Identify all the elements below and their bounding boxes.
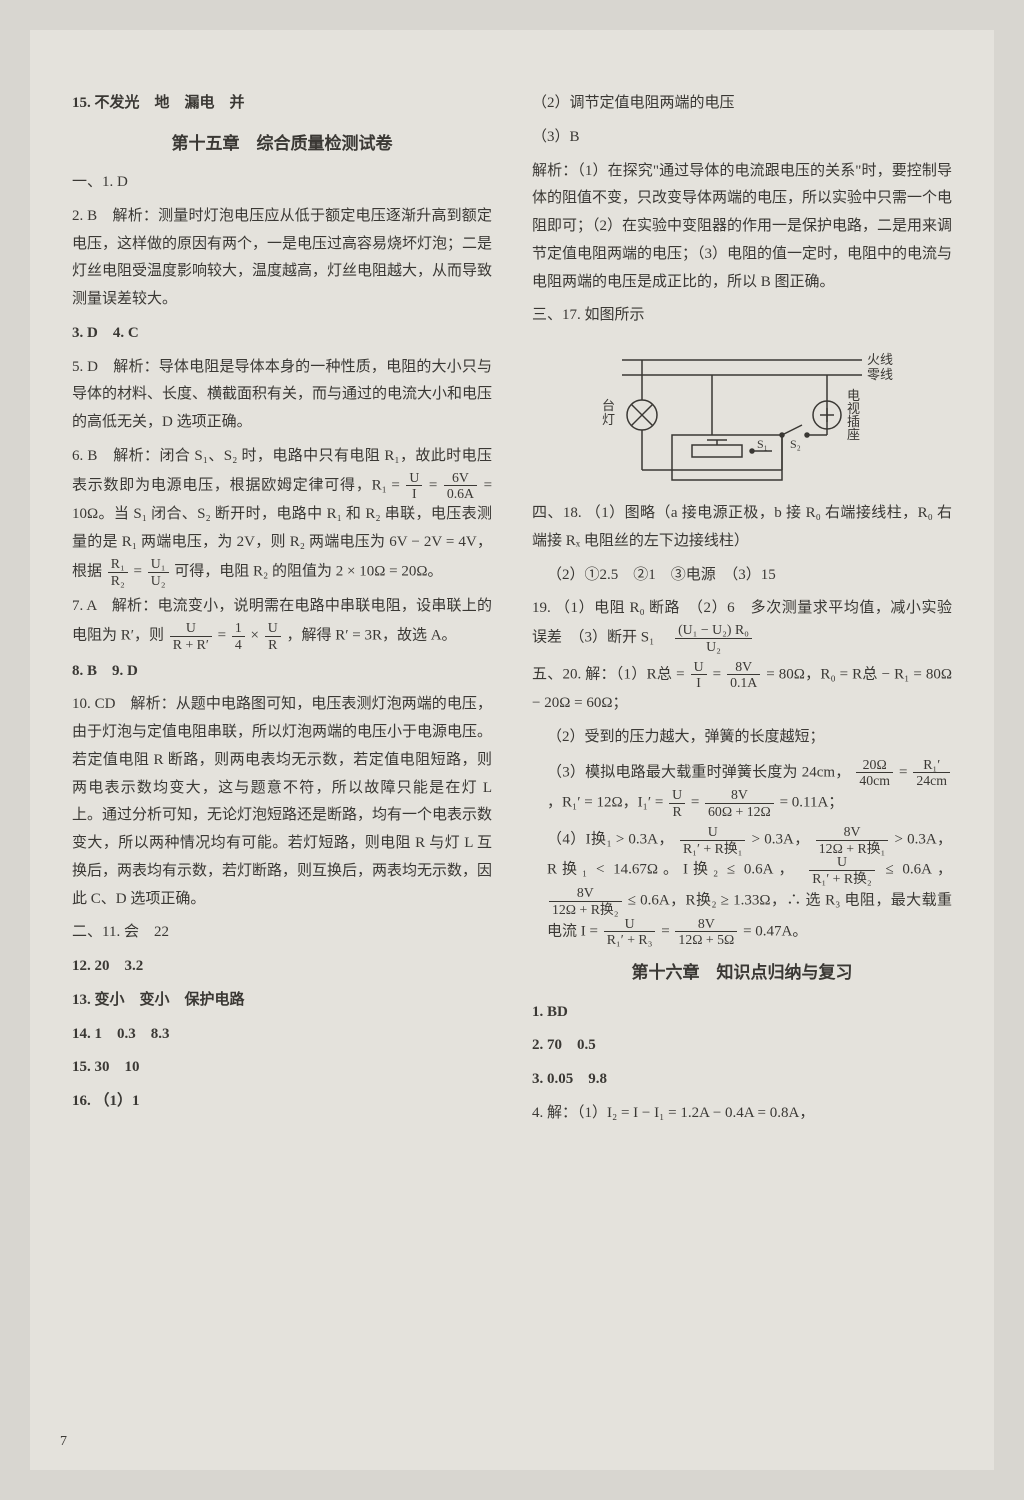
q7d: ，解得 R′ = 3R，故选 A。 bbox=[286, 628, 456, 644]
label-fire: 火线 bbox=[867, 352, 893, 367]
q20h: = bbox=[691, 795, 703, 811]
frac-u1u2: U₁U₂ bbox=[148, 557, 169, 588]
chapter16-title: 第十六章 知识点归纳与复习 bbox=[532, 957, 952, 988]
q7c: × bbox=[251, 628, 263, 644]
q6e: 可得，电阻 R₂ 的阻值为 2 × 10Ω = 20Ω。 bbox=[174, 564, 442, 580]
label-lamp: 台灯 bbox=[602, 398, 615, 427]
q20b: = bbox=[713, 666, 725, 682]
frac-u-i: UI bbox=[406, 471, 422, 502]
r3: 3. 0.05 9.8 bbox=[532, 1066, 952, 1094]
q20g: ，R₁′ = 12Ω，I₁′ = bbox=[547, 795, 667, 811]
frac-q7-1: UR + R′ bbox=[170, 621, 212, 652]
q20o: = bbox=[661, 923, 673, 939]
q20f: = bbox=[899, 764, 911, 780]
q15b: 15. 30 10 bbox=[72, 1054, 492, 1082]
frac-20-2: 8V0.1A bbox=[727, 660, 760, 691]
r1: 1. BD bbox=[532, 999, 952, 1027]
frac-q7-2: 14 bbox=[232, 621, 245, 652]
r2: 2. 70 0.5 bbox=[532, 1032, 952, 1060]
q10: 10. CD 解析：从题中电路图可知，电压表测灯泡两端的电压，由于灯泡与定值电阻… bbox=[72, 691, 492, 913]
q13: 13. 变小 变小 保护电路 bbox=[72, 987, 492, 1015]
frac-20-11: UR₁′ + R₃ bbox=[604, 917, 656, 948]
page-container: 15. 不发光 地 漏电 并 第十五章 综合质量检测试卷 一、1. D 2. B… bbox=[30, 30, 994, 1470]
label-neutral: 零线 bbox=[867, 367, 893, 382]
frac-20-6: 8V60Ω + 12Ω bbox=[705, 788, 774, 819]
q6d: = bbox=[134, 564, 146, 580]
q14: 14. 1 0.3 8.3 bbox=[72, 1021, 492, 1049]
q20a: 五、20. 解：（1）R总 = bbox=[532, 666, 689, 682]
right-column: （2）调节定值电阻两端的电压 （3）B 解析：（1）在探究"通过导体的电流跟电压… bbox=[512, 90, 964, 1440]
q20k: > 0.3A， bbox=[752, 832, 810, 848]
frac-20-8: 8V12Ω + R换₁ bbox=[816, 825, 889, 856]
left-column: 15. 不发光 地 漏电 并 第十五章 综合质量检测试卷 一、1. D 2. B… bbox=[60, 90, 512, 1440]
q5: 5. D 解析：导体电阻是导体本身的一种性质，电阻的大小只与导体的材料、长度、横… bbox=[72, 354, 492, 437]
q18b: （2）①2.5 ②1 ③电源 （3）15 bbox=[532, 562, 952, 590]
q16: 16. （1）1 bbox=[72, 1088, 492, 1116]
circuit-diagram: 火线 零线 台灯 电视插座 S₁ S₂ bbox=[582, 340, 902, 490]
q3: 3. D 4. C bbox=[72, 320, 492, 348]
frac-q19: (U₁ − U₂) R₀U₂ bbox=[675, 623, 752, 654]
frac-20-1: UI bbox=[691, 660, 707, 691]
label-socket: 电视插座 bbox=[847, 388, 860, 442]
q15: 15. 不发光 地 漏电 并 bbox=[72, 90, 492, 118]
q7: 7. A 解析：电流变小，说明需在电路中串联电阻，设串联上的电阻为 R′，则 U… bbox=[72, 593, 492, 651]
frac-20-10: 8V12Ω + R换₂ bbox=[549, 886, 622, 917]
chapter15-title: 第十五章 综合质量检测试卷 bbox=[72, 128, 492, 159]
q20m: ≤ 0.6A， bbox=[885, 862, 952, 878]
q16c: （3）B bbox=[532, 124, 952, 152]
frac-20-4: R₁′24cm bbox=[913, 758, 950, 789]
q6: 6. B 解析：闭合 S₁、S₂ 时，电路中只有电阻 R₁，故此时电压表示数即为… bbox=[72, 443, 492, 587]
q20-4: （4）I换₁ > 0.3A， UR₁′ + R换₁ > 0.3A， 8V12Ω … bbox=[532, 825, 952, 947]
page-number: 7 bbox=[60, 1434, 67, 1450]
q20-1: 五、20. 解：（1）R总 = UI = 8V0.1A = 80Ω，R₀ = R… bbox=[532, 660, 952, 718]
label-s1: S₁ bbox=[757, 437, 768, 451]
q18a: 四、18. （1）图略（a 接电源正极，b 接 R₀ 右端接线柱，R₀ 右端接 … bbox=[532, 500, 952, 556]
frac-20-9: UR₁′ + R换₂ bbox=[809, 855, 875, 886]
q20d: （2）受到的压力越大，弹簧的长度越短； bbox=[532, 724, 952, 752]
q2: 2. B 解析：测量时灯泡电压应从低于额定电压逐渐升高到额定电压，这样做的原因有… bbox=[72, 203, 492, 314]
q20e: （3）模拟电路最大载重时弹簧长度为 24cm， bbox=[547, 764, 850, 780]
q20p: = 0.47A。 bbox=[743, 923, 807, 939]
q20j: （4）I换₁ > 0.3A， bbox=[547, 832, 674, 848]
frac-6v: 6V0.6A bbox=[444, 471, 477, 502]
q7b: = bbox=[218, 628, 230, 644]
frac-q7-3: UR bbox=[265, 621, 281, 652]
frac-20-7: UR₁′ + R换₁ bbox=[680, 825, 746, 856]
frac-20-3: 20Ω40cm bbox=[856, 758, 893, 789]
r4: 4. 解：（1）I₂ = I − I₁ = 1.2A − 0.4A = 0.8A… bbox=[532, 1100, 952, 1128]
sec1: 一、1. D bbox=[72, 169, 492, 197]
frac-r1r2: R₁R₂ bbox=[108, 557, 128, 588]
q16ex: 解析：（1）在探究"通过导体的电流跟电压的关系"时，要控制导体的阻值不变，只改变… bbox=[532, 158, 952, 297]
q16b: （2）调节定值电阻两端的电压 bbox=[532, 90, 952, 118]
q20i: = 0.11A； bbox=[780, 795, 844, 811]
q19: 19. （1）电阻 R₀ 断路 （2）6 多次测量求平均值，减小实验误差 （3）… bbox=[532, 595, 952, 653]
frac-20-5: UR bbox=[669, 788, 685, 819]
label-s2: S₂ bbox=[790, 437, 801, 451]
q6b: = bbox=[429, 477, 442, 493]
sec3: 三、17. 如图所示 bbox=[532, 302, 952, 330]
q20-3: （3）模拟电路最大载重时弹簧长度为 24cm， 20Ω40cm = R₁′24c… bbox=[532, 758, 952, 819]
q12: 12. 20 3.2 bbox=[72, 953, 492, 981]
sec2: 二、11. 会 22 bbox=[72, 919, 492, 947]
q8: 8. B 9. D bbox=[72, 658, 492, 686]
circuit-svg: 火线 零线 台灯 电视插座 S₁ S₂ bbox=[582, 340, 902, 490]
frac-20-12: 8V12Ω + 5Ω bbox=[675, 917, 737, 948]
